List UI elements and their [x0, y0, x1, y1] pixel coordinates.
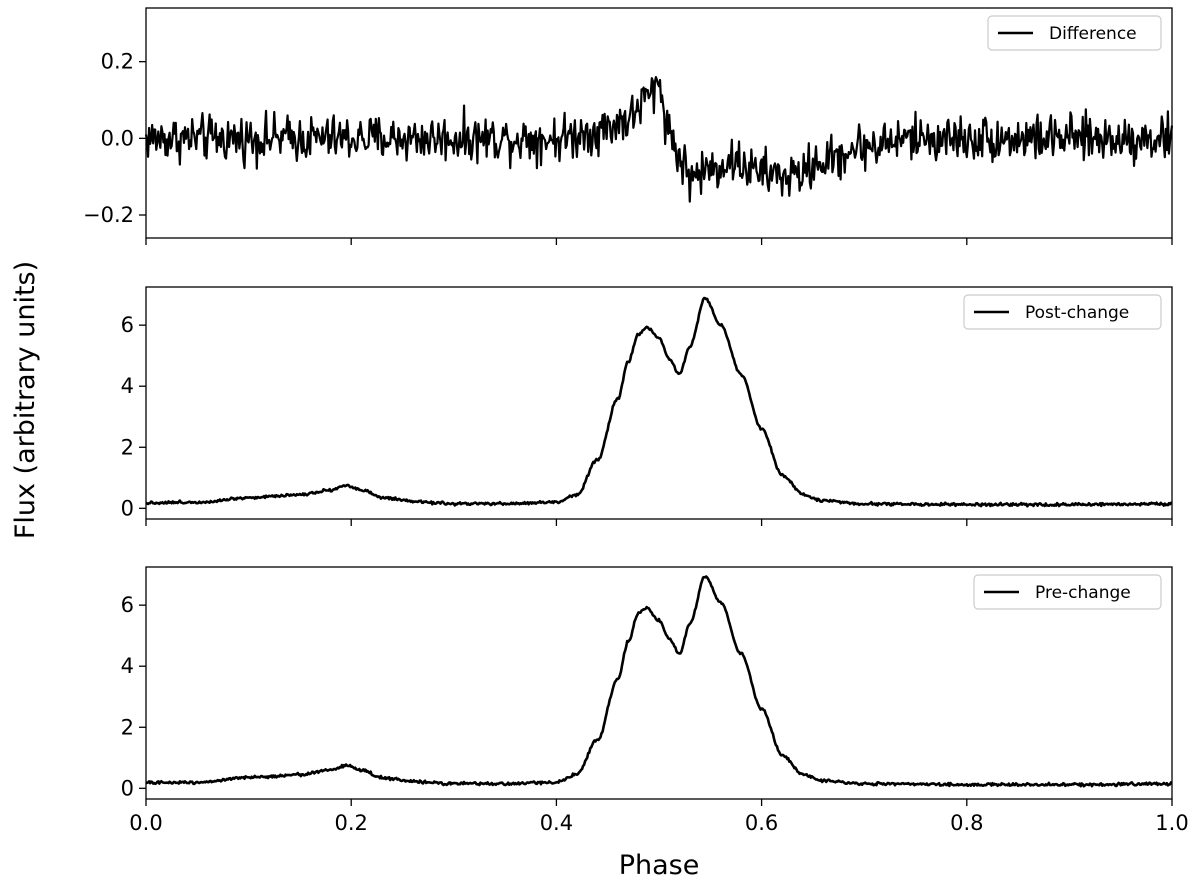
y-tick-label: 6	[121, 593, 134, 617]
x-tick-label: 0.8	[950, 811, 983, 835]
x-tick-label: 0.0	[129, 811, 162, 835]
x-tick-label: 1.0	[1155, 811, 1188, 835]
legend-label: Pre-change	[1035, 583, 1131, 603]
panel-post-change: 0 2 4 6 Post-change	[121, 286, 1173, 526]
series-line-difference	[144, 75, 1174, 203]
x-tick-label: 0.6	[745, 811, 778, 835]
y-tick-label: 0.2	[101, 50, 134, 74]
series-line-post-change	[145, 296, 1173, 508]
y-tick-label: 2	[121, 435, 134, 459]
y-tick-label: 6	[121, 313, 134, 337]
axes-frame	[145, 286, 1173, 520]
y-tick-label: 4	[121, 654, 134, 678]
legend-box	[963, 294, 1162, 330]
legend-box	[973, 574, 1162, 610]
panels: −0.20.00.2Difference0246Post-change02460…	[83, 7, 1189, 835]
y-tick-label: −0.2	[83, 203, 134, 227]
axes-frame	[145, 7, 1173, 239]
y-tick-label: 4	[121, 374, 134, 398]
legend-label: Difference	[1049, 24, 1137, 44]
legend-label: Post-change	[1025, 303, 1129, 323]
x-tick-label: 0.4	[540, 811, 573, 835]
x-tick-label: 0.2	[334, 811, 367, 835]
y-axis-label: Flux (arbitrary units)	[10, 261, 41, 539]
series-line-pre-change	[145, 575, 1173, 788]
axes-frame	[145, 566, 1173, 800]
y-tick-label: 0.0	[101, 126, 134, 150]
legend-pre-change: Pre-change	[973, 574, 1162, 610]
x-axis-label: Phase	[619, 850, 700, 881]
legend-difference: Difference	[987, 15, 1162, 51]
y-tick-label: 2	[121, 715, 134, 739]
y-tick-label: 0	[121, 496, 134, 520]
panel-difference: −0.2 0.0 0.2 Difference	[83, 7, 1174, 245]
panel-pre-change: 0 2 4 6 0.0 0.2 0.4 0.6 0.8 1.0 Pre-change	[121, 566, 1189, 835]
y-tick-label: 0	[121, 776, 134, 800]
legend-box	[987, 15, 1162, 51]
legend-post-change: Post-change	[963, 294, 1162, 330]
